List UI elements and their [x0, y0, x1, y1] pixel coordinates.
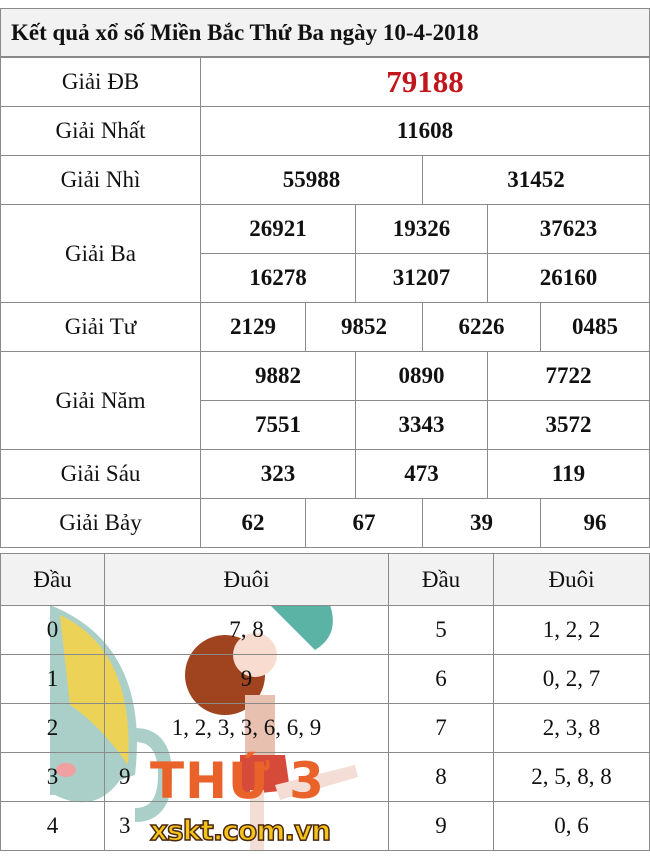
loto-head-cell: 0: [0, 605, 105, 655]
prize-label-bay: Giải Bảy: [0, 498, 201, 548]
second-prize-number: 55988: [200, 155, 423, 205]
prize-label-db: Giải ĐB: [0, 57, 201, 107]
loto-tail-cell: 9: [104, 752, 389, 802]
first-prize-number: 11608: [200, 106, 650, 156]
fourth-prize-number: 6226: [422, 302, 541, 352]
fifth-prize-number: 0890: [355, 351, 488, 401]
loto-head-cell: 6: [388, 654, 494, 704]
loto-header-dau: Đầu: [0, 553, 105, 606]
loto-header-duoi: Đuôi: [493, 553, 650, 606]
fifth-prize-number: 7722: [487, 351, 650, 401]
third-prize-number: 16278: [200, 253, 356, 303]
loto-tail-cell: 2, 3, 8: [493, 703, 650, 753]
fourth-prize-number: 2129: [200, 302, 306, 352]
seventh-prize-number: 62: [200, 498, 306, 548]
third-prize-number: 26160: [487, 253, 650, 303]
loto-tail-cell: 2, 5, 8, 8: [493, 752, 650, 802]
third-prize-number: 37623: [487, 204, 650, 254]
loto-tail-cell: 7, 8: [104, 605, 389, 655]
fifth-prize-number: 9882: [200, 351, 356, 401]
loto-header-duoi: Đuôi: [104, 553, 389, 606]
seventh-prize-number: 67: [305, 498, 423, 548]
seventh-prize-number: 39: [422, 498, 541, 548]
prize-label-nam: Giải Năm: [0, 351, 201, 450]
third-prize-number: 26921: [200, 204, 356, 254]
loto-tail-cell: 0, 2, 7: [493, 654, 650, 704]
loto-head-cell: 2: [0, 703, 105, 753]
prize-label-ba: Giải Ba: [0, 204, 201, 303]
sixth-prize-number: 323: [200, 449, 356, 499]
loto-tail-cell: 1, 2, 3, 3, 6, 6, 9: [104, 703, 389, 753]
loto-tail-cell: 3: [104, 801, 389, 851]
prize-label-sau: Giải Sáu: [0, 449, 201, 499]
prize-label-nhi: Giải Nhì: [0, 155, 201, 205]
prize-label-tu: Giải Tư: [0, 302, 201, 352]
third-prize-number: 19326: [355, 204, 488, 254]
sixth-prize-number: 119: [487, 449, 650, 499]
loto-tail-cell: 1, 2, 2: [493, 605, 650, 655]
loto-head-cell: 3: [0, 752, 105, 802]
loto-head-cell: 7: [388, 703, 494, 753]
loto-head-cell: 4: [0, 801, 105, 851]
fifth-prize-number: 3572: [487, 400, 650, 450]
loto-tail-cell: 0, 6: [493, 801, 650, 851]
loto-head-cell: 9: [388, 801, 494, 851]
loto-head-cell: 8: [388, 752, 494, 802]
fifth-prize-number: 3343: [355, 400, 488, 450]
loto-head-cell: 5: [388, 605, 494, 655]
fourth-prize-number: 9852: [305, 302, 423, 352]
second-prize-number: 31452: [422, 155, 650, 205]
seventh-prize-number: 96: [540, 498, 650, 548]
third-prize-number: 31207: [355, 253, 488, 303]
sixth-prize-number: 473: [355, 449, 488, 499]
prize-label-nhat: Giải Nhất: [0, 106, 201, 156]
loto-header-dau: Đầu: [388, 553, 494, 606]
fifth-prize-number: 7551: [200, 400, 356, 450]
loto-tail-cell: 9: [104, 654, 389, 704]
special-prize-number: 79188: [200, 57, 650, 107]
fourth-prize-number: 0485: [540, 302, 650, 352]
loto-head-cell: 1: [0, 654, 105, 704]
results-title: Kết quả xổ số Miền Bắc Thứ Ba ngày 10-4-…: [0, 8, 650, 57]
